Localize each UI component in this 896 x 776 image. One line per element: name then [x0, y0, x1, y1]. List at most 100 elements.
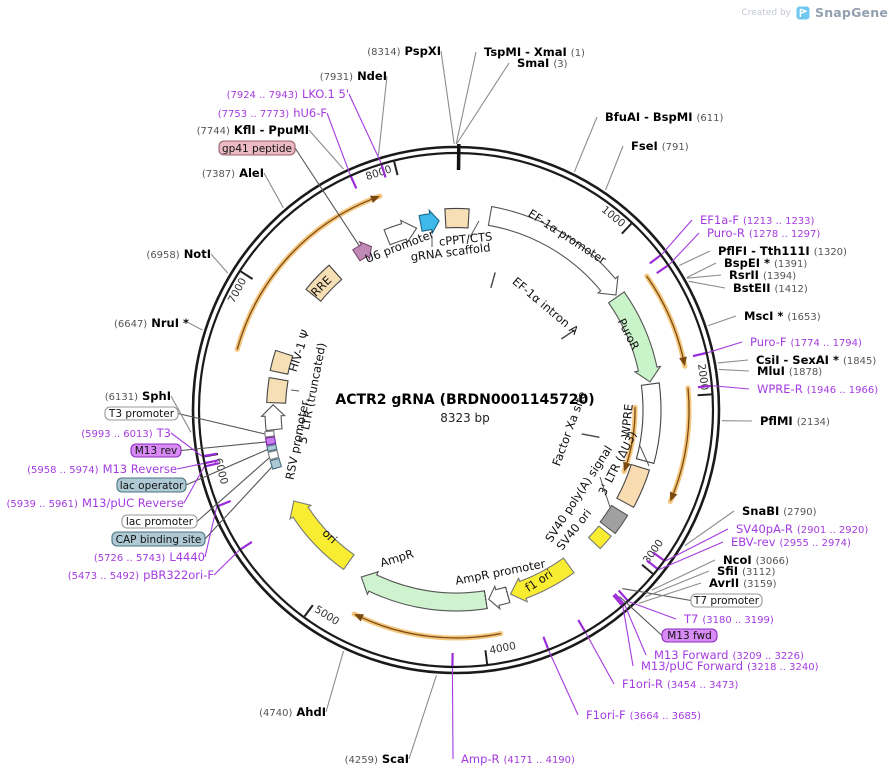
label-line-ebv-rev	[658, 541, 724, 571]
enzyme-label-pspxi[interactable]: (8314) PspXI	[367, 44, 441, 58]
feature-label-box-lac-operator[interactable]	[116, 477, 187, 493]
primer-tick-7933	[380, 164, 387, 178]
enzyme-label-fsei[interactable]: FseI (791)	[631, 139, 689, 153]
inner-label-ampr[interactable]: AmpR	[378, 546, 415, 569]
feature-u6-promoter[interactable]	[383, 219, 418, 246]
primer-label-f1ori-f[interactable]: F1ori-F (3664 .. 3685)	[586, 708, 701, 722]
enzyme-label-avrii[interactable]: AvrII (3159)	[709, 576, 777, 590]
enzyme-label-pflfi-tth111i[interactable]: PflFI - Tth111I (1320)	[718, 244, 847, 258]
primer-label-puro-f[interactable]: Puro-F (1774 .. 1794)	[750, 335, 862, 349]
enzyme-label-noti[interactable]: (6958) NotI	[146, 247, 211, 261]
orf-arc-line-5	[362, 617, 501, 639]
primer-label-puro-r[interactable]: Puro-R (1278 .. 1297)	[707, 226, 820, 240]
enzyme-label-alei[interactable]: (7387) AleI	[202, 166, 264, 180]
feature-ampr-promoter[interactable]	[488, 584, 511, 611]
enzyme-label-bspei[interactable]: BspEI * (1391)	[724, 256, 807, 270]
enzyme-label-kfli-ppumi[interactable]: (7744) KflI - PpuMI	[197, 123, 309, 137]
primer-label-t7[interactable]: T7 (3180 .. 3199)	[683, 612, 774, 626]
inner-label-ef-1-intron-a[interactable]: EF-1α intron A	[510, 274, 582, 337]
feature-cppt-cts[interactable]	[444, 207, 470, 229]
scale-tick-1000	[621, 222, 633, 235]
feature-label-box-lac-promoter[interactable]	[121, 514, 198, 529]
enzyme-label-ndei[interactable]: (7931) NdeI	[320, 69, 387, 83]
primer-label-hu6-f[interactable]: (7753 .. 7773) hU6-F	[218, 106, 327, 120]
enzyme-label-sfii[interactable]: SfiI (3112)	[717, 564, 775, 578]
enzyme-label-csii-sexai[interactable]: CsiI - SexAI * (1845)	[756, 353, 876, 367]
label-line-wpre-r	[712, 385, 750, 390]
feature-grna-scaffold[interactable]	[418, 208, 440, 235]
primer-tick-3229	[612, 594, 623, 606]
connector-line-4	[599, 476, 611, 508]
feature-rre[interactable]	[305, 264, 343, 302]
label-line-m13-fwd	[619, 596, 663, 636]
label-line-csii-sexai	[717, 359, 749, 364]
enzyme-label-pflmi[interactable]: PflMI (2134)	[760, 414, 830, 428]
feature-label-text-t7-promoter: T7 promoter	[693, 595, 760, 607]
enzyme-label-msci[interactable]: MscI * (1653)	[744, 309, 821, 323]
inner-label-hiv-1[interactable]: HIV-1 Ψ	[286, 328, 313, 374]
feature-ampr[interactable]	[360, 570, 488, 612]
enzyme-label-tspmi-xmai[interactable]: TspMI - XmaI (1)	[484, 45, 585, 59]
feature-label-box-m13-fwd[interactable]	[661, 628, 718, 643]
feature-m13-rev-t3[interactable]	[264, 436, 277, 446]
label-line-t7-promoter	[622, 587, 692, 602]
enzyme-label-ahdi[interactable]: (4740) AhdI	[259, 705, 326, 719]
primer-label-l4440[interactable]: (5726 .. 5743) L4440	[94, 550, 205, 564]
enzyme-label-nrui[interactable]: (6647) NruI *	[114, 316, 189, 330]
feature-wpre[interactable]	[635, 382, 662, 465]
feature-gp41-peptide[interactable]	[352, 240, 373, 262]
primer-label-m13-forward[interactable]: M13 Forward (3209 .. 3226)	[654, 648, 804, 662]
feature-label-box-m13-rev[interactable]	[130, 443, 182, 458]
primer-label-m13-reverse[interactable]: (5958 .. 5974) M13 Reverse	[27, 462, 177, 476]
scale-tick-4000	[484, 650, 489, 665]
primer-label-t3[interactable]: (5993 .. 6013) T3	[81, 426, 171, 440]
primer-label-ef1a-f[interactable]: EF1a-F (1213 .. 1233)	[700, 213, 815, 227]
enzyme-label-mlui[interactable]: MluI (1878)	[757, 364, 822, 378]
feature-label-text-m13-rev: M13 rev	[135, 445, 178, 457]
enzyme-label-rsrii[interactable]: RsrII (1394)	[729, 268, 796, 282]
inner-label-wpre[interactable]: WPRE	[618, 403, 635, 438]
feature-ori[interactable]	[289, 500, 355, 571]
feature-label-box-gp41-peptide[interactable]	[218, 140, 296, 156]
feature-label-box-cap-binding-site[interactable]	[111, 531, 206, 547]
inner-label-cppt-cts[interactable]: cPPT/CTS	[438, 229, 493, 249]
feature-5-ltr-truncated[interactable]	[266, 376, 289, 404]
enzyme-label-smai[interactable]: SmaI (3)	[517, 56, 568, 70]
primer-label-lko-1-5[interactable]: (7924 .. 7943) LKO.1 5'	[227, 87, 349, 101]
primer-label-sv40pa-r[interactable]: SV40pA-R (2901 .. 2920)	[736, 522, 868, 536]
label-line-ef1a-f	[661, 219, 693, 255]
primer-label-pbr322ori-f[interactable]: (5473 .. 5492) pBR322ori-F	[68, 568, 214, 582]
primer-label-m13-puc-reverse[interactable]: (5939 .. 5961) M13/pUC Reverse	[7, 496, 184, 510]
feature-t3-promoter[interactable]	[264, 430, 275, 438]
primer-label-wpre-r[interactable]: WPRE-R (1946 .. 1966)	[757, 382, 878, 396]
feature-3-ltr-du3[interactable]	[616, 463, 651, 509]
feature-hiv-1-psi[interactable]	[269, 349, 294, 375]
primer-label-ebv-rev[interactable]: EBV-rev (2955 .. 2974)	[731, 535, 851, 549]
feature-sv40-ori[interactable]	[587, 525, 612, 550]
feature-rsv-promoter[interactable]	[260, 404, 286, 432]
enzyme-label-bfuai-bspmi[interactable]: BfuAI - BspMI (611)	[605, 110, 723, 124]
feature-cap-binding-site[interactable]	[269, 457, 283, 470]
feature-label-text-m13-fwd: M13 fwd	[667, 630, 712, 642]
primer-label-m13-puc-forward[interactable]: M13/pUC Forward (3218 .. 3240)	[641, 659, 819, 673]
enzyme-label-ncoi[interactable]: NcoI (3066)	[723, 553, 789, 567]
enzyme-label-scai[interactable]: (4259) ScaI	[345, 752, 409, 766]
primer-tick-2910	[652, 551, 665, 561]
feature-puror[interactable]	[607, 291, 662, 383]
feature-lac-operator[interactable]	[266, 443, 278, 452]
feature-ampr-dashed-edge	[483, 590, 488, 609]
feature-f1-ori[interactable]	[509, 557, 575, 603]
label-line-puro-r	[668, 232, 700, 266]
feature-label-box-t3-promoter[interactable]	[104, 406, 179, 421]
feature-ef1a-promoter[interactable]	[487, 205, 619, 296]
enzyme-label-bsteii[interactable]: BstEII (1412)	[733, 281, 808, 295]
feature-lac-promoter[interactable]	[267, 449, 280, 461]
label-line-ahdi	[325, 650, 345, 713]
feature-label-box-t7-promoter[interactable]	[690, 593, 763, 608]
label-line-lac-promoter	[196, 455, 272, 522]
enzyme-label-sphi[interactable]: (6131) SphI	[105, 389, 171, 403]
feature-sv40-polya-signal[interactable]	[599, 504, 629, 535]
primer-label-f1ori-r[interactable]: F1ori-R (3454 .. 3473)	[622, 677, 739, 691]
enzyme-label-snabi[interactable]: SnaBI (2790)	[742, 504, 817, 518]
primer-label-amp-r[interactable]: Amp-R (4171 .. 4190)	[461, 752, 575, 766]
